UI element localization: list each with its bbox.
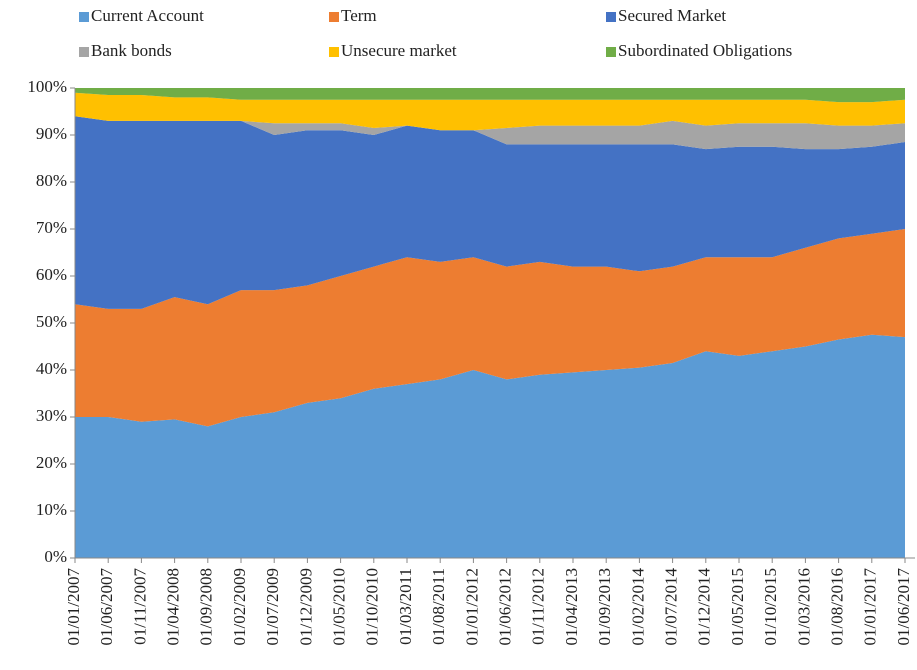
legend-swatch [79,12,89,22]
x-tick-label: 01/10/2010 [363,568,382,645]
legend-label: Subordinated Obligations [618,41,792,60]
y-tick-label: 70% [36,218,67,237]
area [75,334,905,558]
area [75,92,905,131]
y-tick-label: 80% [36,171,67,190]
x-tick-label: 01/09/2008 [197,568,216,645]
legend-label: Bank bonds [91,41,172,60]
x-tick-label: 01/06/2017 [894,568,913,646]
x-tick-label: 01/05/2010 [330,568,349,645]
x-tick-label: 01/11/2007 [130,568,149,645]
x-tick-label: 01/01/2012 [462,568,481,645]
legend-swatch [329,12,339,22]
x-tick-label: 01/11/2012 [529,568,548,645]
y-tick-label: 40% [36,359,67,378]
x-tick-label: 01/08/2011 [429,568,448,645]
x-tick-label: 01/06/2007 [97,568,116,646]
legend-label: Current Account [91,6,204,25]
legend-swatch [606,47,616,57]
x-tick-label: 01/01/2007 [64,568,83,646]
area [75,88,905,103]
y-tick-label: 50% [36,312,67,331]
y-tick-label: 30% [36,406,67,425]
x-tick-label: 01/04/2008 [164,568,183,645]
x-tick-label: 01/03/2016 [794,568,813,645]
x-tick-label: 01/12/2009 [296,568,315,645]
area [75,116,905,150]
y-tick-label: 100% [27,77,67,96]
y-tick-label: 10% [36,500,67,519]
legend-swatch [79,47,89,57]
area [75,116,905,309]
y-tick-label: 90% [36,124,67,143]
legend-label: Secured Market [618,6,726,25]
x-tick-label: 01/12/2014 [695,568,714,646]
area [75,229,905,427]
legend-swatch [329,47,339,57]
x-tick-label: 01/05/2015 [728,568,747,645]
x-tick-label: 01/04/2013 [562,568,581,645]
y-tick-label: 20% [36,453,67,472]
x-tick-label: 01/06/2012 [496,568,515,645]
legend-swatch [606,12,616,22]
x-tick-label: 01/09/2013 [595,568,614,645]
x-tick-label: 01/07/2009 [263,568,282,645]
x-tick-label: 01/03/2011 [396,568,415,645]
x-tick-label: 01/10/2015 [761,568,780,645]
x-tick-label: 01/08/2016 [828,568,847,645]
x-tick-label: 01/02/2009 [230,568,249,645]
y-tick-label: 0% [44,547,67,566]
x-tick-label: 01/02/2014 [628,568,647,646]
x-tick-label: 01/07/2014 [662,568,681,646]
y-tick-label: 60% [36,265,67,284]
x-tick-label: 01/01/2017 [861,568,880,646]
legend-label: Term [341,6,377,25]
legend-label: Unsecure market [341,41,457,60]
